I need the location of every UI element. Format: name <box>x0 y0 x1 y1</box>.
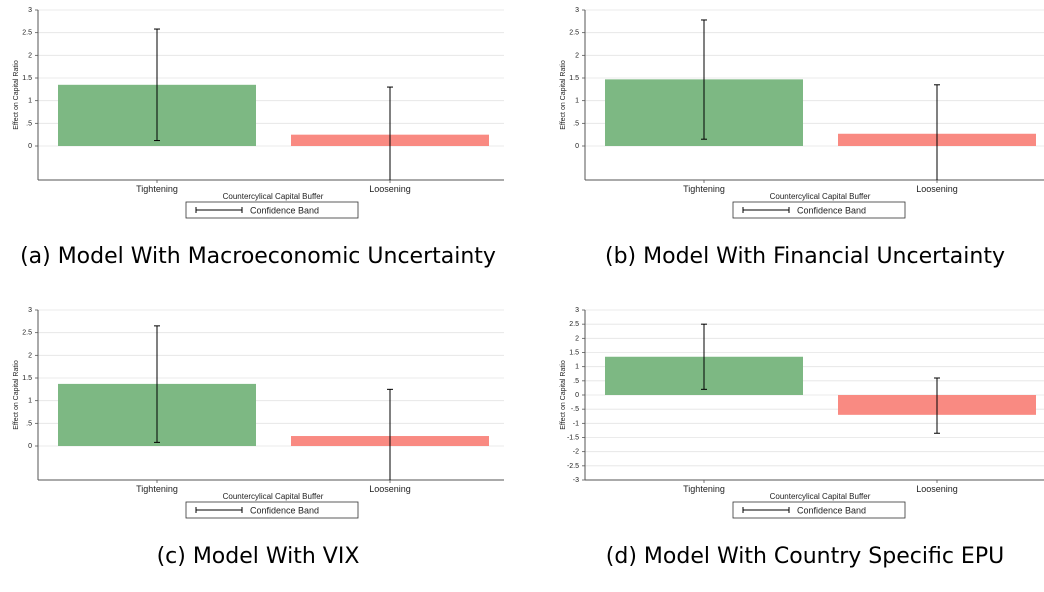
y-tick-label: 2.5 <box>569 30 579 37</box>
y-tick-label: -2 <box>573 449 579 456</box>
legend-box <box>185 501 359 519</box>
y-axis-label: Effect on Capital Ratio <box>13 360 20 430</box>
y-tick-label: -.5 <box>571 406 579 413</box>
y-tick-label: .5 <box>26 420 32 427</box>
y-tick-label: 1 <box>575 98 579 105</box>
legend-label: Confidence Band <box>797 506 866 516</box>
chart-caption: (d) Model With Country Specific EPU <box>605 544 1005 569</box>
x-axis-label: Countercylical Capital Buffer <box>223 192 324 201</box>
chart-panel-b: 3 2.5 2 1.5 1.5 0 Effect on Capital Ratio Tight… <box>555 4 1044 292</box>
legend-label: Confidence Band <box>797 206 866 216</box>
chart-caption: (a) Model With Macroeconomic Uncertainty <box>20 244 496 269</box>
y-tick-label: 1.5 <box>22 375 32 382</box>
chart-panel-a: 3 2.5 2 1.5 1.5 0 Effect on Capital Ratio Tight… <box>8 4 508 292</box>
x-tick-label: Loosening <box>916 184 958 194</box>
y-tick-label: -2.5 <box>567 463 579 470</box>
legend-label: Confidence Band <box>250 506 319 516</box>
y-tick-label: 1.5 <box>22 75 32 82</box>
y-tick-label: -1 <box>573 420 579 427</box>
y-tick-label: 2 <box>28 352 32 359</box>
y-tick-label: 3 <box>28 307 32 314</box>
y-axis-label: Effect on Capital Ratio <box>560 360 567 430</box>
x-tick-label: Loosening <box>369 484 411 494</box>
y-axis-label: Effect on Capital Ratio <box>13 60 20 130</box>
y-tick-label: .5 <box>573 378 579 385</box>
y-tick-label: 0 <box>575 143 579 150</box>
y-tick-label: -1.5 <box>567 435 579 442</box>
legend-box <box>732 501 906 519</box>
x-axis-label: Countercylical Capital Buffer <box>223 492 324 501</box>
y-tick-label: 1 <box>575 364 579 371</box>
y-tick-label: 2.5 <box>22 330 32 337</box>
y-tick-label: 1 <box>28 398 32 405</box>
legend-box <box>185 201 359 219</box>
x-tick-label: Loosening <box>369 184 411 194</box>
x-tick-label: Tightening <box>683 484 725 494</box>
legend-box <box>732 201 906 219</box>
y-tick-label: 3 <box>575 7 579 14</box>
y-tick-label: 1.5 <box>569 75 579 82</box>
y-tick-label: 2 <box>28 52 32 59</box>
chart-panel-d: 3 2.5 2 1.5 1.5 0 -.5 -1 -1.5 -2 -2.5 -3 Effect on C… <box>555 304 1044 592</box>
x-tick-label: Tightening <box>136 184 178 194</box>
x-tick-label: Loosening <box>916 484 958 494</box>
legend-label: Confidence Band <box>250 206 319 216</box>
y-tick-label: 2.5 <box>569 321 579 328</box>
y-tick-label: 1 <box>28 98 32 105</box>
chart-caption: (c) Model With VIX <box>156 544 360 569</box>
y-tick-label: 3 <box>575 307 579 314</box>
x-axis-label: Countercylical Capital Buffer <box>770 192 871 201</box>
y-tick-label: .5 <box>573 120 579 127</box>
chart-caption: (b) Model With Financial Uncertainty <box>605 244 1005 269</box>
x-axis-label: Countercylical Capital Buffer <box>770 492 871 501</box>
y-tick-label: 2 <box>575 52 579 59</box>
y-tick-label: 2 <box>575 335 579 342</box>
x-tick-label: Tightening <box>683 184 725 194</box>
y-tick-label: 2.5 <box>22 30 32 37</box>
y-tick-label: 0 <box>575 392 579 399</box>
y-tick-label: 0 <box>28 443 32 450</box>
y-tick-label: 1.5 <box>569 350 579 357</box>
y-tick-label: 3 <box>28 7 32 14</box>
y-tick-label: .5 <box>26 120 32 127</box>
y-axis-label: Effect on Capital Ratio <box>560 60 567 130</box>
y-tick-label: -3 <box>573 477 579 484</box>
y-tick-label: 0 <box>28 143 32 150</box>
x-tick-label: Tightening <box>136 484 178 494</box>
chart-panel-c: 3 2.5 2 1.5 1.5 0 Effect on Capital Ratio Tight… <box>8 304 508 592</box>
